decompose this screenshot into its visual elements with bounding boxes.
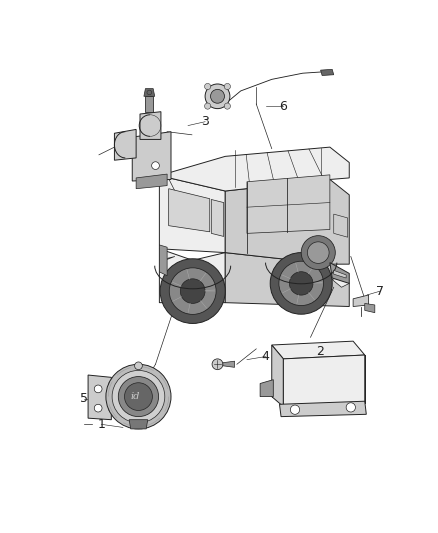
Circle shape	[94, 385, 102, 393]
Circle shape	[112, 370, 165, 423]
Polygon shape	[365, 303, 375, 313]
Polygon shape	[332, 276, 349, 287]
Polygon shape	[109, 379, 134, 392]
Polygon shape	[145, 96, 153, 112]
Circle shape	[160, 259, 225, 324]
Circle shape	[270, 253, 332, 314]
Polygon shape	[129, 419, 148, 429]
Circle shape	[212, 359, 223, 370]
Polygon shape	[159, 147, 349, 191]
Polygon shape	[334, 270, 346, 278]
Polygon shape	[136, 174, 167, 189]
Polygon shape	[225, 253, 349, 306]
Polygon shape	[159, 249, 225, 303]
Polygon shape	[159, 256, 175, 272]
Polygon shape	[353, 295, 369, 306]
Text: id: id	[131, 392, 140, 401]
Polygon shape	[132, 132, 171, 181]
Polygon shape	[334, 214, 348, 237]
Circle shape	[290, 405, 300, 414]
Circle shape	[307, 242, 329, 263]
Text: 5: 5	[80, 392, 88, 406]
Circle shape	[224, 84, 230, 90]
Polygon shape	[283, 355, 365, 407]
Polygon shape	[330, 263, 349, 284]
Text: 1: 1	[97, 418, 105, 431]
Polygon shape	[159, 245, 167, 276]
Circle shape	[152, 161, 159, 169]
Circle shape	[205, 103, 211, 109]
Polygon shape	[114, 130, 136, 160]
Polygon shape	[321, 69, 334, 76]
Circle shape	[169, 268, 216, 314]
Circle shape	[124, 383, 152, 410]
Polygon shape	[109, 400, 134, 412]
Polygon shape	[225, 180, 349, 264]
Text: 4: 4	[261, 350, 269, 363]
Circle shape	[118, 377, 159, 417]
Circle shape	[205, 84, 230, 109]
Circle shape	[205, 84, 211, 90]
Polygon shape	[223, 361, 235, 367]
Circle shape	[279, 261, 324, 305]
Polygon shape	[169, 189, 210, 232]
Polygon shape	[279, 401, 366, 417]
Polygon shape	[144, 88, 155, 96]
Circle shape	[211, 90, 224, 103]
Circle shape	[224, 103, 230, 109]
Polygon shape	[140, 112, 161, 140]
Polygon shape	[272, 345, 283, 407]
Circle shape	[180, 279, 205, 303]
Text: 2: 2	[316, 345, 324, 358]
Polygon shape	[88, 375, 111, 419]
Polygon shape	[272, 341, 365, 359]
Text: 3: 3	[201, 115, 209, 128]
Text: 6: 6	[279, 100, 287, 113]
Circle shape	[134, 362, 142, 370]
Circle shape	[147, 90, 152, 95]
Text: 7: 7	[376, 285, 384, 297]
Circle shape	[94, 405, 102, 412]
Polygon shape	[260, 379, 273, 397]
Circle shape	[346, 403, 356, 412]
Circle shape	[106, 364, 171, 429]
Circle shape	[301, 236, 336, 270]
Polygon shape	[211, 199, 224, 237]
Polygon shape	[247, 175, 330, 233]
Polygon shape	[159, 175, 225, 253]
Circle shape	[290, 272, 313, 295]
